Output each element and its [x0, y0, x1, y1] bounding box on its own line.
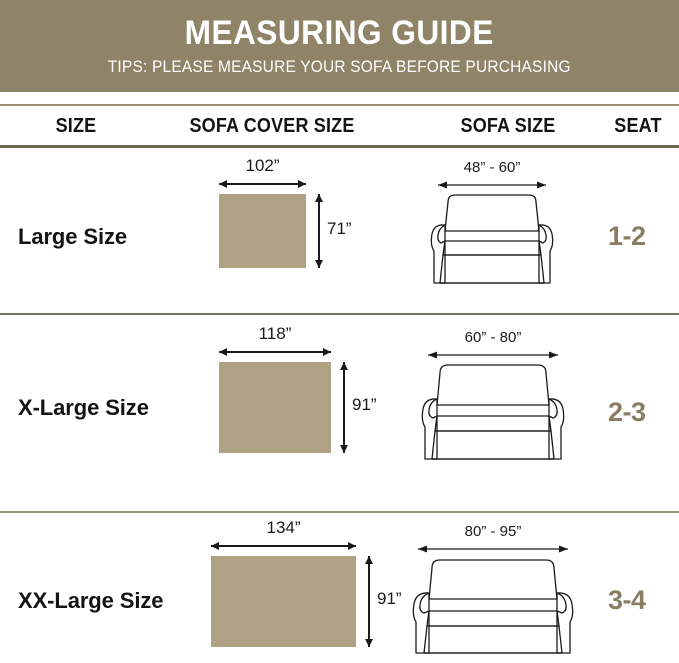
sofa-illustration	[412, 545, 574, 654]
sofa-width-label: 60” - 80”	[464, 329, 522, 346]
sofa-width-label: 48” - 60”	[463, 159, 521, 176]
sofa-size-diagram: 80” - 95”	[408, 523, 578, 663]
table-row: X-Large Size 118” 91” 60” - 80”	[0, 315, 679, 511]
cover-width-dimension-line	[219, 180, 306, 188]
cover-height-dimension-line	[365, 556, 373, 647]
cover-size-diagram: 134” 91”	[211, 518, 402, 647]
cover-size-diagram: 118” 91”	[219, 324, 377, 453]
cover-width-label: 134”	[266, 518, 301, 537]
cover-height-label: 91”	[352, 395, 377, 414]
page-subtitle: TIPS: PLEASE MEASURE YOUR SOFA BEFORE PU…	[108, 57, 571, 76]
table-row: Large Size 102” 71” 48” - 60”	[0, 147, 679, 313]
cover-swatch-rectangle	[219, 194, 306, 268]
cover-swatch-rectangle	[211, 556, 356, 647]
cover-width-label: 118”	[258, 324, 292, 343]
cover-width-dimension-line	[219, 348, 331, 356]
row-divider	[0, 511, 679, 513]
sofa-size-diagram: 60” - 80”	[418, 329, 568, 473]
seat-count: 3-4	[608, 585, 646, 615]
column-header-seat: SEAT	[614, 114, 662, 137]
column-header-sofa-size: SOFA SIZE	[460, 114, 556, 137]
sofa-size-diagram: 48” - 60”	[428, 159, 556, 297]
seat-count: 2-3	[608, 397, 646, 427]
table-row: XX-Large Size 134” 91” 80” - 95”	[0, 513, 679, 654]
page-title: MEASURING GUIDE	[184, 14, 495, 53]
cover-swatch-rectangle	[219, 362, 331, 453]
row-divider	[0, 313, 679, 315]
column-header-size: SIZE	[55, 114, 97, 137]
header-banner: MEASURING GUIDE TIPS: PLEASE MEASURE YOU…	[0, 0, 679, 92]
sofa-illustration	[430, 181, 554, 284]
cover-size-diagram: 102” 71”	[219, 156, 352, 268]
sofa-illustration	[421, 351, 565, 460]
cover-width-label: 102”	[245, 156, 280, 175]
header-rule-top	[0, 104, 679, 106]
size-label: X-Large Size	[18, 395, 149, 420]
seat-count: 1-2	[608, 221, 646, 251]
cover-width-dimension-line	[211, 542, 356, 550]
cover-height-label: 91”	[377, 589, 402, 608]
column-header-sofa-cover-size: SOFA COVER SIZE	[189, 114, 355, 137]
cover-height-label: 71”	[327, 219, 352, 238]
header-rule-bottom	[0, 145, 679, 148]
cover-height-dimension-line	[340, 362, 348, 453]
size-label: Large Size	[18, 224, 128, 249]
cover-height-dimension-line	[315, 194, 323, 268]
sofa-width-label: 80” - 95”	[464, 523, 522, 540]
size-label: XX-Large Size	[18, 588, 164, 613]
